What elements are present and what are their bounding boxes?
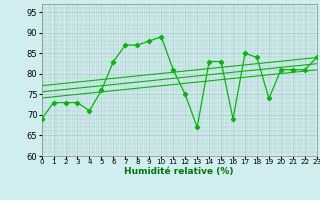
X-axis label: Humidité relative (%): Humidité relative (%) [124,167,234,176]
